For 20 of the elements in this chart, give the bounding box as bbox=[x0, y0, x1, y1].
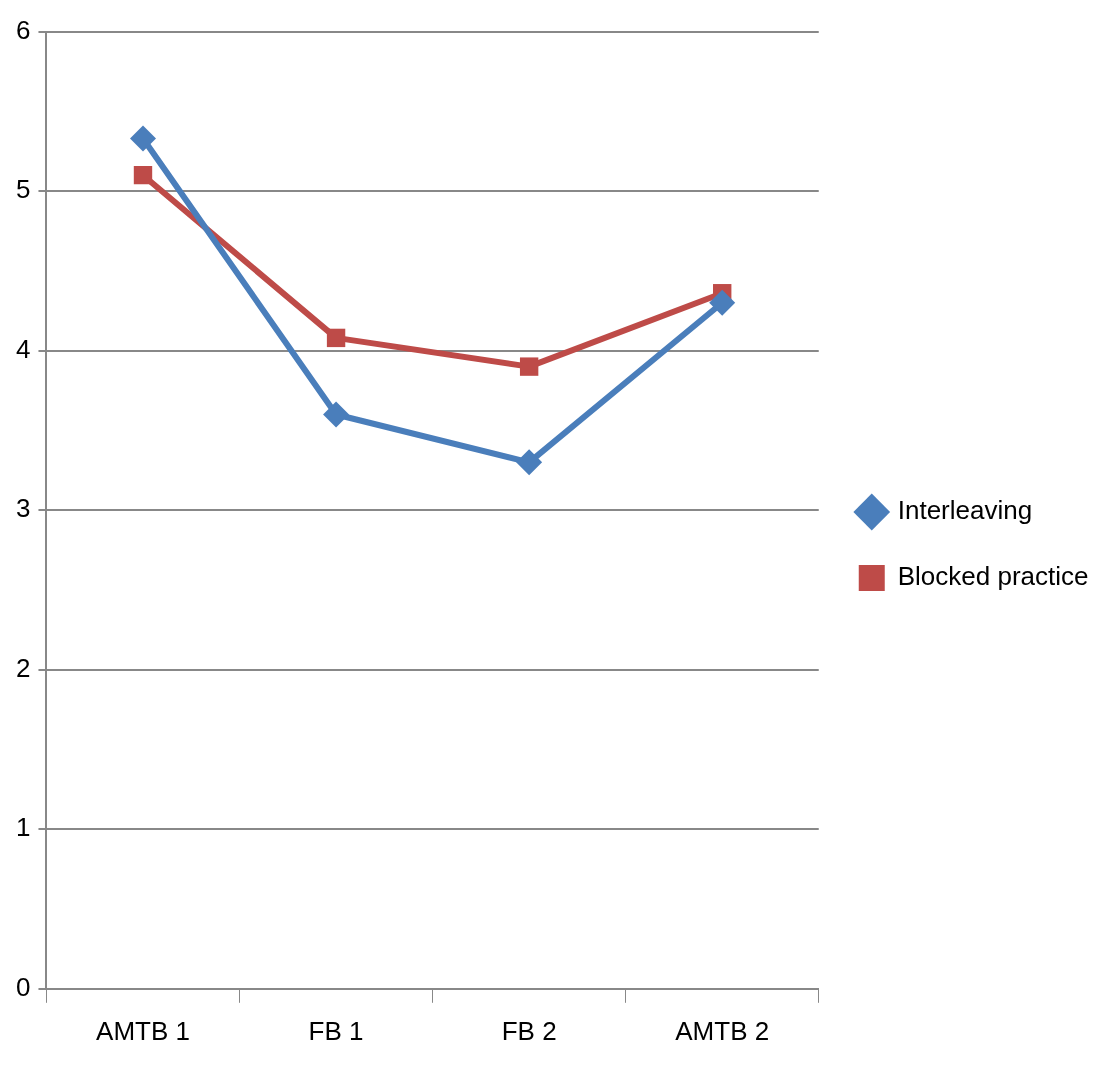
y-tick-label: 4 bbox=[15, 333, 31, 364]
point bbox=[709, 289, 736, 316]
point bbox=[516, 449, 543, 476]
y-tick-label: 6 bbox=[15, 14, 31, 45]
x-tick-label: FB 1 bbox=[308, 1015, 364, 1046]
y-tick-label: 0 bbox=[15, 971, 31, 1002]
y-tick-label: 1 bbox=[15, 812, 31, 843]
y-tick-label: 2 bbox=[15, 652, 31, 683]
x-tick-label: AMTB 2 bbox=[675, 1015, 770, 1046]
x-tick-label: AMTB 1 bbox=[96, 1015, 190, 1046]
point bbox=[323, 401, 350, 428]
point bbox=[519, 357, 539, 376]
point bbox=[130, 125, 156, 152]
y-tick-label: 5 bbox=[15, 174, 31, 205]
x-tick-label: FB 2 bbox=[501, 1015, 557, 1046]
point bbox=[133, 165, 153, 185]
y-tick-label: 3 bbox=[15, 493, 31, 524]
point bbox=[326, 328, 346, 348]
legend-label: Interleaving bbox=[897, 495, 1033, 526]
legend-label: Blocked practice bbox=[897, 561, 1089, 592]
